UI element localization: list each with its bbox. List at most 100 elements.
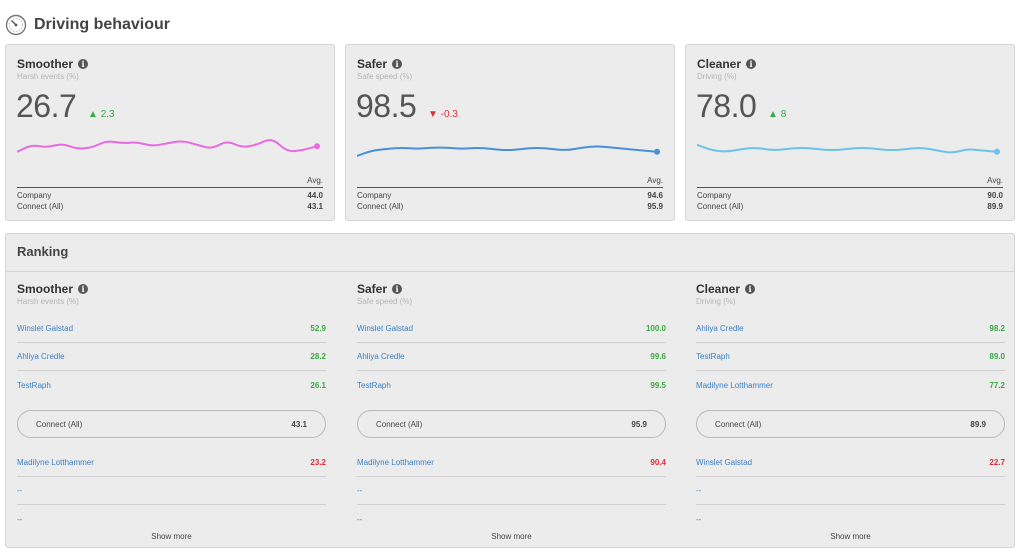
driver-link[interactable]: -- bbox=[357, 486, 363, 495]
driver-link[interactable]: -- bbox=[696, 514, 702, 524]
ranking-row: Ahliya Credle 99.6 bbox=[357, 343, 666, 371]
sparkline-path bbox=[697, 143, 998, 154]
card-title-text: Safer bbox=[357, 57, 388, 71]
connect-average-pill: Connect (All) 89.9 bbox=[696, 410, 1005, 438]
show-more-link[interactable]: Show more bbox=[151, 532, 192, 541]
driver-score: 99.6 bbox=[650, 352, 666, 361]
ranking-column-subtitle: Driving (%) bbox=[696, 297, 736, 306]
ranking-row: -- bbox=[17, 477, 326, 505]
divider bbox=[697, 187, 1003, 188]
trend-sparkline bbox=[357, 145, 660, 157]
delta-value: -0.3 bbox=[440, 109, 458, 120]
driver-score: 98.2 bbox=[989, 324, 1005, 333]
comparison-value: 44.0 bbox=[307, 191, 323, 200]
avg-label: Avg. bbox=[647, 176, 663, 185]
driver-link[interactable]: TestRaph bbox=[357, 380, 391, 390]
card-safer: Safer i Safe speed (%) 98.5 ▼ -0.3 Avg. … bbox=[345, 44, 675, 221]
driver-link[interactable]: Madilyne Lotthammer bbox=[357, 458, 434, 467]
pill-value: 43.1 bbox=[291, 419, 307, 429]
driver-link[interactable]: Madilyne Lotthammer bbox=[696, 380, 773, 390]
driver-link[interactable]: Winslet Galstad bbox=[17, 324, 74, 333]
sparkline-endpoint bbox=[994, 148, 1000, 155]
comparison-label: Connect (All) bbox=[697, 202, 744, 211]
ranking-row: Madilyne Lotthammer 90.4 bbox=[357, 449, 666, 477]
driver-score: 100.0 bbox=[645, 324, 666, 333]
ranking-row: Ahliya Credle 28.2 bbox=[17, 343, 326, 371]
avg-label: Avg. bbox=[307, 176, 323, 185]
pill-value: 89.9 bbox=[970, 419, 986, 429]
driver-link[interactable]: -- bbox=[17, 486, 23, 495]
driver-link[interactable]: TestRaph bbox=[17, 380, 51, 390]
card-title-text: Smoother bbox=[17, 57, 74, 71]
driver-link[interactable]: Winslet Galstad bbox=[357, 324, 414, 333]
card-title-text: Cleaner bbox=[697, 57, 742, 71]
driver-link[interactable]: Winslet Galstad bbox=[696, 458, 753, 467]
arrow-up-icon: ▲ bbox=[768, 109, 778, 120]
info-icon[interactable]: i bbox=[745, 284, 756, 294]
driver-link[interactable]: Ahliya Credle bbox=[357, 352, 405, 361]
driver-link[interactable]: Ahliya Credle bbox=[696, 324, 744, 333]
card-subtitle: Safe speed (%) bbox=[357, 72, 413, 81]
pill-label: Connect (All) bbox=[36, 419, 83, 429]
comparison-label: Company bbox=[17, 191, 52, 200]
comparison-value: 94.6 bbox=[647, 191, 663, 200]
ranking-row: TestRaph 89.0 bbox=[696, 343, 1005, 371]
sparkline-path bbox=[357, 145, 658, 157]
delta-value: 2.3 bbox=[100, 109, 115, 120]
driver-link[interactable]: -- bbox=[696, 486, 702, 495]
driver-link[interactable]: -- bbox=[17, 514, 23, 524]
sparkline-endpoint bbox=[314, 143, 320, 150]
ranking-row: Madilyne Lotthammer 23.2 bbox=[17, 449, 326, 477]
card-subtitle: Driving (%) bbox=[697, 72, 737, 81]
comparison-row-company: Company 90.0 bbox=[697, 191, 1003, 200]
driver-score: 90.4 bbox=[650, 458, 666, 467]
pill-label: Connect (All) bbox=[715, 419, 762, 429]
card-title: Safer i bbox=[357, 57, 403, 71]
info-icon[interactable]: i bbox=[392, 284, 403, 294]
show-more-link[interactable]: Show more bbox=[830, 532, 871, 541]
pill-value: 95.9 bbox=[631, 419, 647, 429]
info-icon[interactable]: i bbox=[392, 59, 403, 69]
arrow-down-icon: ▼ bbox=[428, 109, 438, 120]
metric-value: 98.5 bbox=[356, 88, 417, 124]
comparison-label: Connect (All) bbox=[17, 202, 64, 211]
trend-sparkline bbox=[17, 139, 320, 153]
ranking-column-safer: Safer i Safe speed (%) Winslet Galstad 10… bbox=[357, 234, 666, 547]
info-icon[interactable]: i bbox=[78, 284, 89, 294]
ranking-column-subtitle: Harsh events (%) bbox=[17, 297, 79, 306]
ranking-row: -- bbox=[357, 477, 666, 505]
comparison-row-connect: Connect (All) 89.9 bbox=[697, 202, 1003, 211]
ranking-row: TestRaph 99.5 bbox=[357, 371, 666, 399]
speedometer-icon bbox=[5, 14, 27, 36]
divider bbox=[357, 187, 663, 188]
info-icon[interactable]: i bbox=[746, 59, 757, 69]
comparison-value: 90.0 bbox=[987, 191, 1003, 200]
ranking-column-title-text: Safer bbox=[357, 282, 388, 296]
connect-average-pill: Connect (All) 43.1 bbox=[17, 410, 326, 438]
driver-link[interactable]: -- bbox=[357, 514, 363, 524]
driver-score: 28.2 bbox=[310, 352, 326, 361]
delta-value: 8 bbox=[780, 109, 787, 120]
driver-score: 52.9 bbox=[310, 324, 326, 333]
driver-score: 22.7 bbox=[989, 458, 1005, 467]
ranking-column-title: Cleaner i bbox=[696, 282, 756, 296]
ranking-row: -- bbox=[696, 477, 1005, 505]
metric-value: 78.0 bbox=[696, 88, 757, 124]
connect-average-pill: Connect (All) 95.9 bbox=[357, 410, 666, 438]
comparison-label: Company bbox=[697, 191, 732, 200]
ranking-column-title: Safer i bbox=[357, 282, 403, 296]
comparison-value: 43.1 bbox=[307, 202, 323, 211]
ranking-title: Ranking bbox=[17, 244, 69, 259]
ranking-column-smoother: Smoother i Harsh events (%) Winslet Gals… bbox=[17, 234, 326, 547]
ranking-column-title: Smoother i bbox=[17, 282, 89, 296]
info-icon[interactable]: i bbox=[78, 59, 89, 69]
avg-label: Avg. bbox=[987, 176, 1003, 185]
show-more-link[interactable]: Show more bbox=[491, 532, 532, 541]
ranking-row: Madilyne Lotthammer 77.2 bbox=[696, 371, 1005, 399]
driver-link[interactable]: Ahliya Credle bbox=[17, 352, 65, 361]
ranking-column-title-text: Smoother bbox=[17, 282, 74, 296]
driver-link[interactable]: TestRaph bbox=[696, 352, 730, 361]
ranking-row: -- bbox=[357, 505, 666, 533]
ranking-row: TestRaph 26.1 bbox=[17, 371, 326, 399]
driver-link[interactable]: Madilyne Lotthammer bbox=[17, 458, 94, 467]
